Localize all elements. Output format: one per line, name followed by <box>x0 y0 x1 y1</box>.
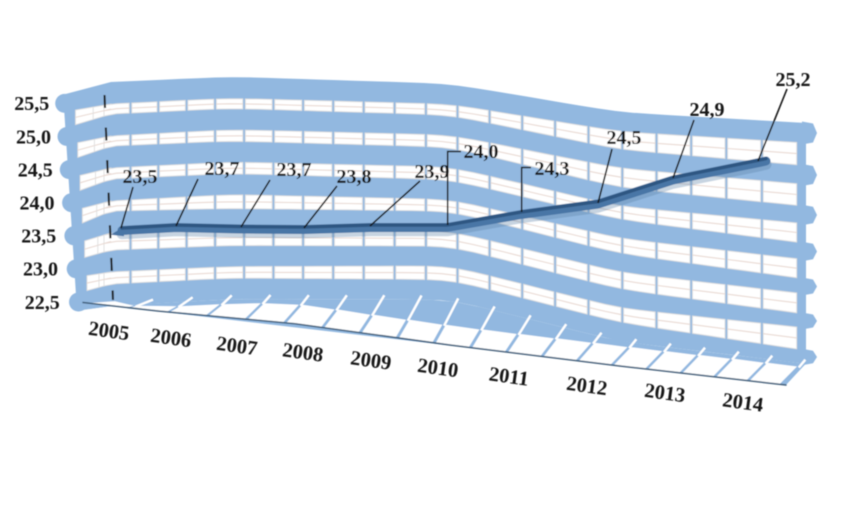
svg-text:23,7: 23,7 <box>205 158 240 180</box>
svg-text:25,5: 25,5 <box>14 93 49 115</box>
svg-text:24,5: 24,5 <box>607 127 642 149</box>
svg-text:23,5: 23,5 <box>123 166 158 188</box>
svg-text:25,2: 25,2 <box>776 69 811 91</box>
svg-text:24,9: 24,9 <box>690 99 725 121</box>
svg-text:23,7: 23,7 <box>277 159 312 181</box>
svg-text:23,8: 23,8 <box>337 166 372 188</box>
svg-text:24,5: 24,5 <box>18 159 53 181</box>
svg-text:23,9: 23,9 <box>415 161 450 183</box>
svg-text:22,5: 22,5 <box>25 292 60 314</box>
svg-text:24,0: 24,0 <box>464 141 499 163</box>
svg-text:25,0: 25,0 <box>16 126 51 148</box>
svg-text:2011: 2011 <box>488 363 531 390</box>
svg-text:23,0: 23,0 <box>23 259 58 281</box>
svg-text:24,0: 24,0 <box>19 193 54 215</box>
svg-text:24,3: 24,3 <box>535 158 570 180</box>
svg-text:23,5: 23,5 <box>21 226 56 248</box>
